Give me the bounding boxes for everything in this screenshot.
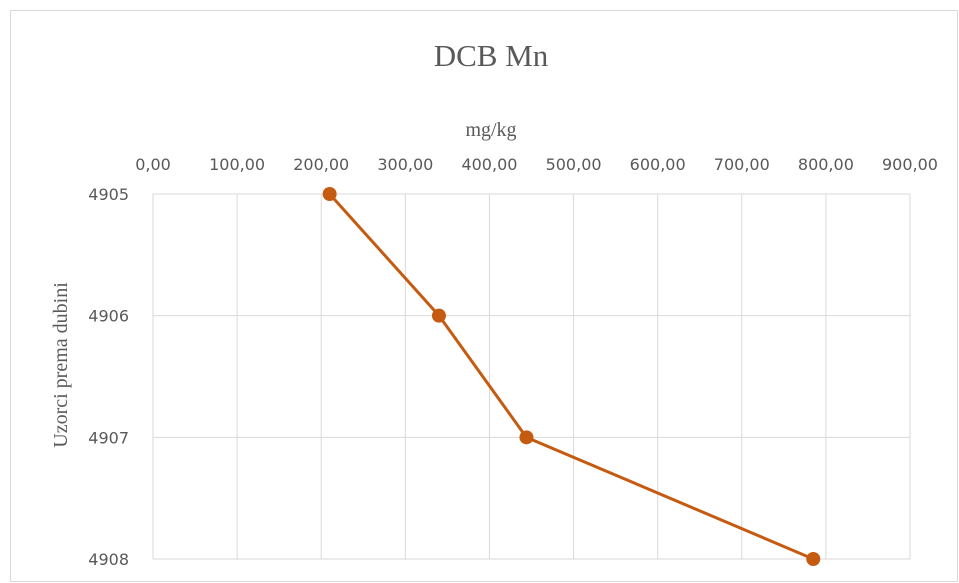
data-point-marker [431, 308, 446, 323]
chart-title: DCB Mn [434, 38, 549, 73]
x-tick-label: 900,00 [882, 155, 938, 174]
data-point-marker [322, 187, 337, 201]
x-tick-label: 200,00 [293, 155, 349, 174]
x-tick-label: 700,00 [714, 155, 770, 174]
x-tick-label: 400,00 [461, 155, 517, 174]
x-tick-label: 100,00 [209, 155, 265, 174]
chart-container [10, 10, 958, 582]
y-tick-labels: 4905 4906 4907 4908 [88, 185, 129, 569]
grid-lines [152, 193, 911, 560]
x-tick-label: 500,00 [546, 155, 602, 174]
y-tick-label: 4906 [88, 307, 129, 326]
data-point-marker [806, 552, 821, 566]
x-tick-label: 800,00 [798, 155, 854, 174]
y-tick-label: 4907 [88, 428, 129, 447]
x-tick-label: 300,00 [377, 155, 433, 174]
y-axis-title: Uzorci prema dubini [50, 282, 72, 448]
y-tick-label: 4905 [88, 185, 129, 204]
x-axis-title: mg/kg [465, 119, 516, 141]
series-line [328, 192, 814, 561]
y-tick-label: 4908 [88, 550, 129, 569]
data-point-marker [519, 430, 534, 445]
x-tick-label: 0,00 [135, 155, 171, 174]
x-tick-label: 600,00 [630, 155, 686, 174]
x-tick-labels: 0,00 100,00 200,00 300,00 400,00 500,00 600,00… [135, 155, 938, 174]
series-layer [322, 187, 821, 566]
